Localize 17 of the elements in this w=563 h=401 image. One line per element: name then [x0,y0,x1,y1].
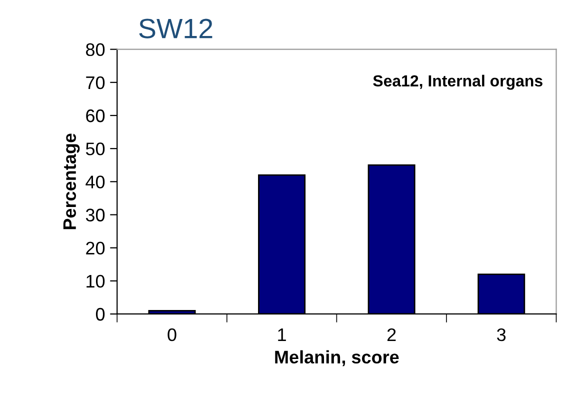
y-tick-label: 40 [86,176,105,188]
y-tick-label: 50 [86,142,105,156]
x-tick-label: 2 [387,328,396,341]
chart-title: SW12 [139,18,212,38]
y-tick-label: 10 [86,274,105,288]
y-tick-label: 60 [86,109,105,122]
x-tick-label: 3 [497,328,506,342]
y-tick-label: 20 [86,242,105,255]
x-tick-label: 0 [168,328,176,342]
annotation: Sea12, Internal organs [373,74,542,90]
y-tick-label: 70 [86,76,105,90]
y-axis-title: Percentage [63,134,80,230]
x-tick-label: 1 [278,328,286,341]
y-tick-label: 80 [86,43,105,56]
y-tick-label: 0 [96,308,105,321]
x-axis-title: Melanin, score [275,350,399,366]
y-tick-label: 30 [86,208,105,222]
